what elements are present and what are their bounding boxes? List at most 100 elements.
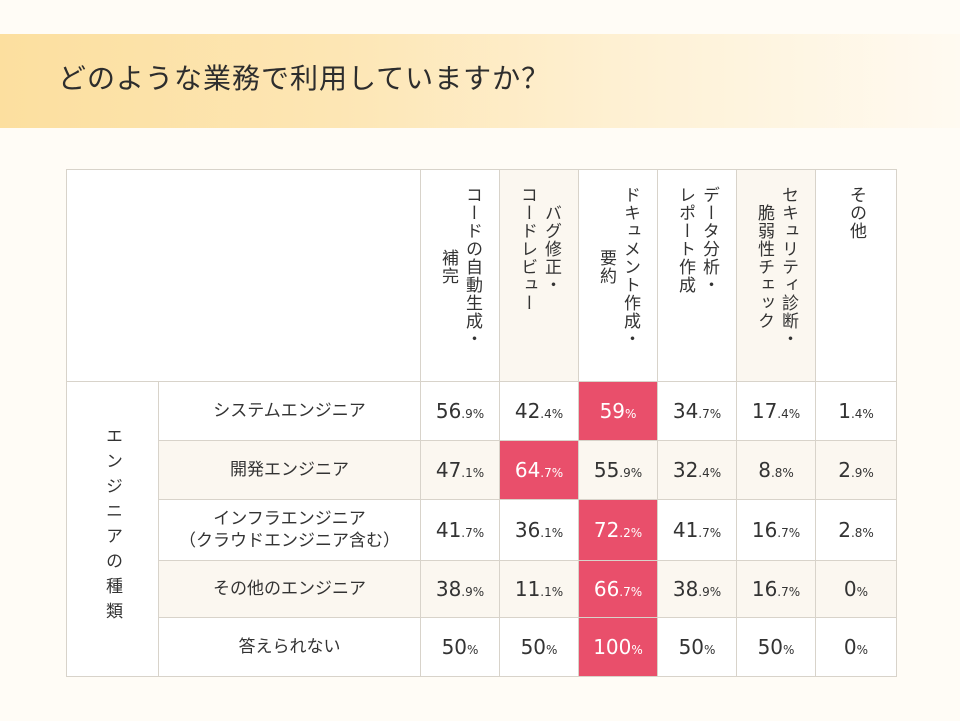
value-integer: 32 (672, 458, 699, 482)
value-integer: 50 (757, 635, 784, 659)
value-integer: 56 (435, 399, 462, 423)
column-header: データ分析・ レポート作成 (657, 169, 737, 382)
value-integer: 64 (514, 458, 541, 482)
value-decimal: .8 (850, 526, 863, 540)
value-integer: 50 (441, 635, 468, 659)
row-group-text: エンジニアの種類 (102, 427, 122, 627)
column-header-line: ドキュメント作成・ (620, 186, 640, 348)
value-decimal: .4 (850, 407, 863, 421)
highlighted-value-cell: 100% (578, 617, 658, 677)
row-label: インフラエンジニア （クラウドエンジニア含む） (158, 499, 421, 561)
row-label-sub: （クラウドエンジニア含む） (179, 531, 400, 551)
value-percent-sign: % (630, 585, 643, 599)
row-label-main: システムエンジニア (213, 401, 366, 421)
value-cell: 16.7% (736, 499, 816, 561)
column-header: バグ修正・ コードレビュー (499, 169, 579, 382)
row-label: その他のエンジニア (158, 560, 421, 618)
title-band (0, 34, 960, 128)
value-integer: 16 (751, 577, 778, 601)
value-cell: 34.7% (657, 381, 737, 441)
value-decimal: .7 (461, 526, 473, 540)
value-integer: 1 (838, 399, 851, 423)
value-integer: 2 (838, 518, 851, 542)
value-decimal: .4 (777, 407, 789, 421)
value-decimal: .1 (540, 526, 552, 540)
column-header: セキュリティ診断・ 脆弱性チェック (736, 169, 816, 382)
value-decimal: .7 (777, 526, 789, 540)
value-percent-sign: % (467, 643, 479, 657)
value-percent-sign: % (856, 585, 869, 599)
value-percent-sign: % (709, 466, 722, 480)
value-cell: 50% (657, 617, 737, 677)
value-integer: 50 (678, 635, 705, 659)
value-decimal: .7 (540, 466, 552, 480)
column-header-line: セキュリティ診断・ (778, 186, 798, 348)
value-percent-sign: % (625, 407, 637, 421)
value-integer: 41 (435, 518, 462, 542)
table-corner (66, 169, 421, 382)
value-cell: 41.7% (420, 499, 500, 561)
value-cell: 47.1% (420, 440, 500, 500)
value-cell: 16.7% (736, 560, 816, 618)
value-integer: 0 (843, 577, 857, 601)
value-integer: 0 (843, 635, 857, 659)
value-percent-sign: % (709, 585, 722, 599)
highlighted-value-cell: 72.2% (578, 499, 658, 561)
value-integer: 16 (751, 518, 778, 542)
value-cell: 50% (736, 617, 816, 677)
value-decimal: .1 (540, 585, 552, 599)
value-percent-sign: % (551, 526, 564, 540)
value-percent-sign: % (551, 466, 564, 480)
value-decimal: .7 (698, 526, 710, 540)
column-header-line: 補完 (438, 249, 458, 285)
value-cell: 56.9% (420, 381, 500, 441)
value-integer: 34 (672, 399, 699, 423)
value-decimal: .4 (698, 466, 710, 480)
value-percent-sign: % (788, 407, 801, 421)
value-decimal: .7 (698, 407, 710, 421)
value-decimal: .1 (461, 466, 473, 480)
value-cell: 8.8% (736, 440, 816, 500)
value-percent-sign: % (862, 466, 874, 480)
column-header: ドキュメント作成・ 要約 (578, 169, 658, 382)
value-integer: 36 (514, 518, 541, 542)
value-percent-sign: % (782, 466, 794, 480)
value-decimal: .9 (461, 407, 473, 421)
value-cell: 38.9% (657, 560, 737, 618)
value-percent-sign: % (709, 526, 722, 540)
row-label-main: インフラエンジニア (213, 509, 366, 529)
value-percent-sign: % (783, 643, 795, 657)
value-percent-sign: % (631, 643, 643, 657)
value-decimal: .7 (619, 585, 631, 599)
value-cell: 17.4% (736, 381, 816, 441)
value-integer: 72 (593, 518, 620, 542)
table-row: その他のエンジニア 38.9% 11.1% 66.7% 38.9% 16.7% 0% (67, 560, 897, 618)
value-decimal: .7 (777, 585, 789, 599)
value-cell: 0% (815, 617, 897, 677)
column-header-line: 要約 (596, 249, 616, 285)
value-percent-sign: % (856, 643, 869, 657)
value-percent-sign: % (472, 526, 485, 540)
row-label-main: 開発エンジニア (230, 460, 349, 480)
value-percent-sign: % (630, 526, 643, 540)
value-integer: 55 (593, 458, 620, 482)
value-cell: 38.9% (420, 560, 500, 618)
usage-table: コードの自動生成・ 補完 バグ修正・ コードレビュー ドキュメント作成・ 要約 データ分析・… (66, 169, 897, 677)
table-row: インフラエンジニア （クラウドエンジニア含む） 41.7% 36.1% 72.2% 41.… (67, 499, 897, 561)
value-cell: 42.4% (499, 381, 579, 441)
row-label-main: その他のエンジニア (213, 579, 366, 599)
page-title: どのような業務で利用していますか？ (58, 62, 551, 95)
highlighted-value-cell: 59% (578, 381, 658, 441)
value-percent-sign: % (709, 407, 722, 421)
value-decimal: .9 (619, 466, 631, 480)
value-integer: 59 (599, 399, 626, 423)
row-label: システムエンジニア (158, 381, 421, 441)
value-cell: 50% (499, 617, 579, 677)
value-percent-sign: % (546, 643, 558, 657)
column-header-line: バグ修正・ (541, 204, 561, 294)
column-header-line: レポート作成 (675, 186, 695, 294)
value-integer: 38 (435, 577, 462, 601)
value-cell: 2.9% (815, 440, 897, 500)
value-cell: 36.1% (499, 499, 579, 561)
value-percent-sign: % (704, 643, 716, 657)
